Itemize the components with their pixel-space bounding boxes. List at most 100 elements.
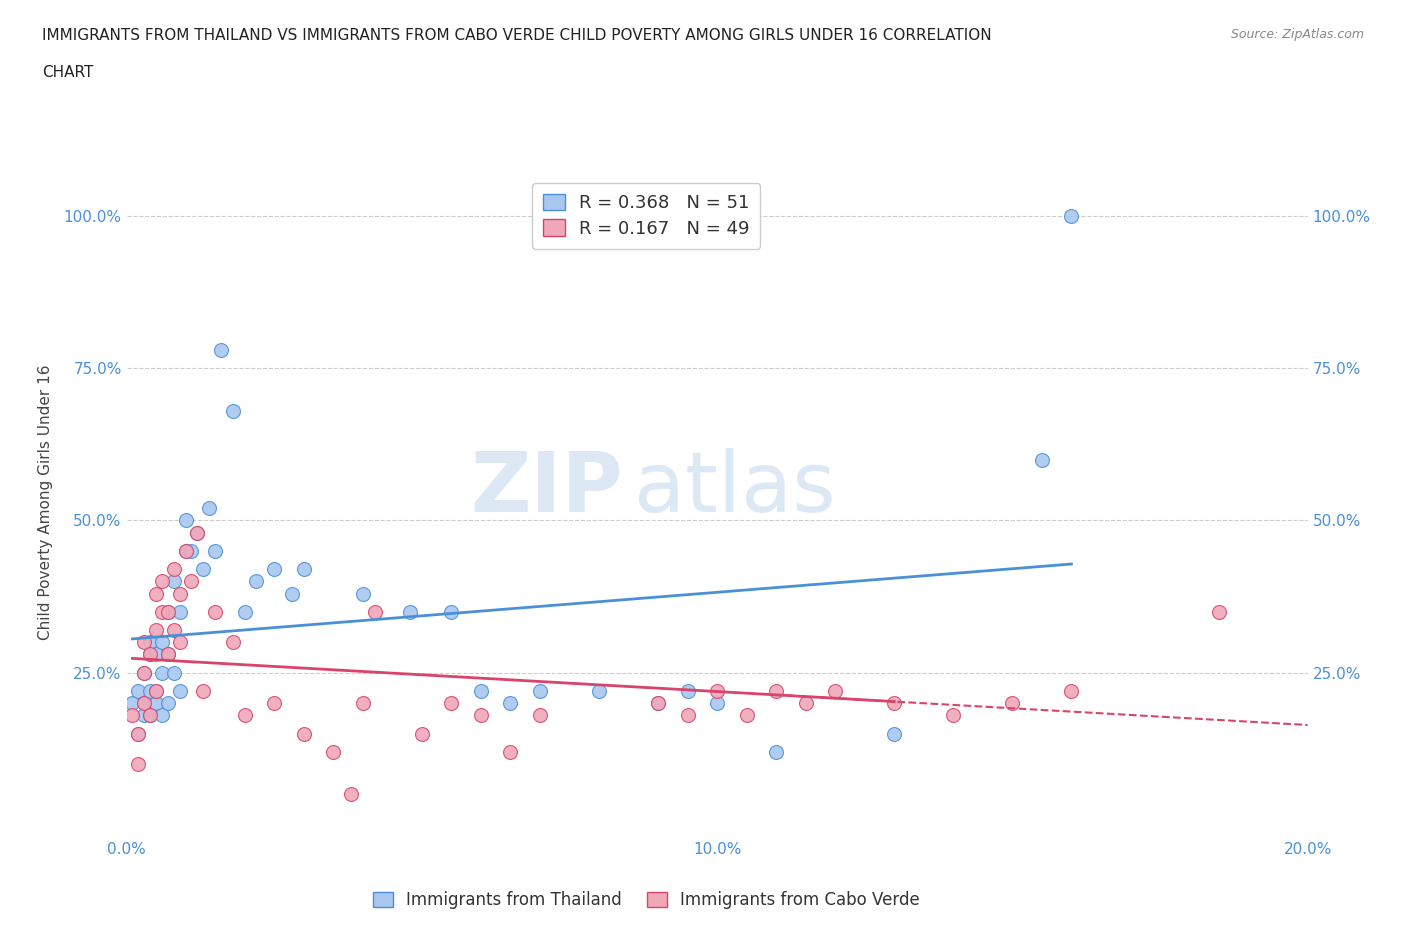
Point [121, 708, 143, 723]
Point [198, 501, 221, 516]
Point [139, 635, 162, 650]
Point [121, 696, 143, 711]
Point [186, 525, 208, 540]
Point [139, 684, 162, 698]
Point [156, 696, 179, 711]
Point [1060, 684, 1083, 698]
Point [150, 665, 173, 680]
Point [193, 684, 215, 698]
Point [363, 604, 385, 619]
Point [193, 562, 215, 577]
Point [145, 684, 167, 698]
Text: IMMIGRANTS FROM THAILAND VS IMMIGRANTS FROM CABO VERDE CHILD POVERTY AMONG GIRLS: IMMIGRANTS FROM THAILAND VS IMMIGRANTS F… [42, 28, 991, 43]
Point [163, 574, 186, 589]
Point [411, 726, 433, 741]
Point [883, 696, 905, 711]
Point [163, 622, 186, 637]
Point [127, 726, 149, 741]
Point [139, 708, 162, 723]
Point [186, 525, 208, 540]
Point [156, 604, 179, 619]
Point [233, 604, 256, 619]
Point [281, 586, 304, 601]
Point [499, 744, 522, 759]
Point [340, 787, 363, 802]
Point [134, 665, 156, 680]
Point [942, 708, 965, 723]
Point [824, 684, 846, 698]
Point [647, 696, 669, 711]
Point [233, 708, 256, 723]
Point [134, 696, 156, 711]
Point [292, 562, 315, 577]
Point [150, 574, 173, 589]
Point [209, 342, 232, 357]
Point [1001, 696, 1024, 711]
Point [1031, 452, 1053, 467]
Point [134, 665, 156, 680]
Point [127, 726, 149, 741]
Point [139, 647, 162, 662]
Point [150, 635, 173, 650]
Point [440, 604, 463, 619]
Point [1060, 208, 1083, 223]
Point [529, 684, 551, 698]
Point [163, 562, 186, 577]
Point [163, 665, 186, 680]
Point [676, 708, 699, 723]
Point [139, 647, 162, 662]
Point [134, 635, 156, 650]
Point [145, 622, 167, 637]
Point [127, 684, 149, 698]
Legend: Immigrants from Thailand, Immigrants from Cabo Verde: Immigrants from Thailand, Immigrants fro… [366, 884, 927, 916]
Point [134, 708, 156, 723]
Point [169, 635, 191, 650]
Point [263, 562, 285, 577]
Point [706, 696, 728, 711]
Point [156, 647, 179, 662]
Point [470, 684, 492, 698]
Point [174, 543, 197, 558]
Point [150, 708, 173, 723]
Point [204, 543, 226, 558]
Point [263, 696, 285, 711]
Point [676, 684, 699, 698]
Y-axis label: Child Poverty Among Girls Under 16: Child Poverty Among Girls Under 16 [38, 365, 52, 640]
Text: ZIP: ZIP [470, 448, 623, 529]
Point [399, 604, 422, 619]
Point [180, 543, 202, 558]
Point [150, 604, 173, 619]
Point [134, 696, 156, 711]
Point [883, 726, 905, 741]
Point [765, 684, 787, 698]
Point [169, 586, 191, 601]
Point [529, 708, 551, 723]
Point [169, 684, 191, 698]
Point [145, 696, 167, 711]
Point [204, 604, 226, 619]
Point [245, 574, 267, 589]
Point [156, 604, 179, 619]
Point [352, 696, 374, 711]
Point [145, 586, 167, 601]
Point [647, 696, 669, 711]
Point [470, 708, 492, 723]
Point [322, 744, 344, 759]
Point [499, 696, 522, 711]
Point [222, 404, 245, 418]
Point [174, 543, 197, 558]
Point [794, 696, 817, 711]
Point [169, 604, 191, 619]
Text: CHART: CHART [42, 65, 94, 80]
Text: atlas: atlas [634, 448, 837, 529]
Point [735, 708, 758, 723]
Point [588, 684, 610, 698]
Point [145, 647, 167, 662]
Point [127, 756, 149, 771]
Point [706, 684, 728, 698]
Point [222, 635, 245, 650]
Point [765, 744, 787, 759]
Text: Source: ZipAtlas.com: Source: ZipAtlas.com [1230, 28, 1364, 41]
Point [292, 726, 315, 741]
Point [180, 574, 202, 589]
